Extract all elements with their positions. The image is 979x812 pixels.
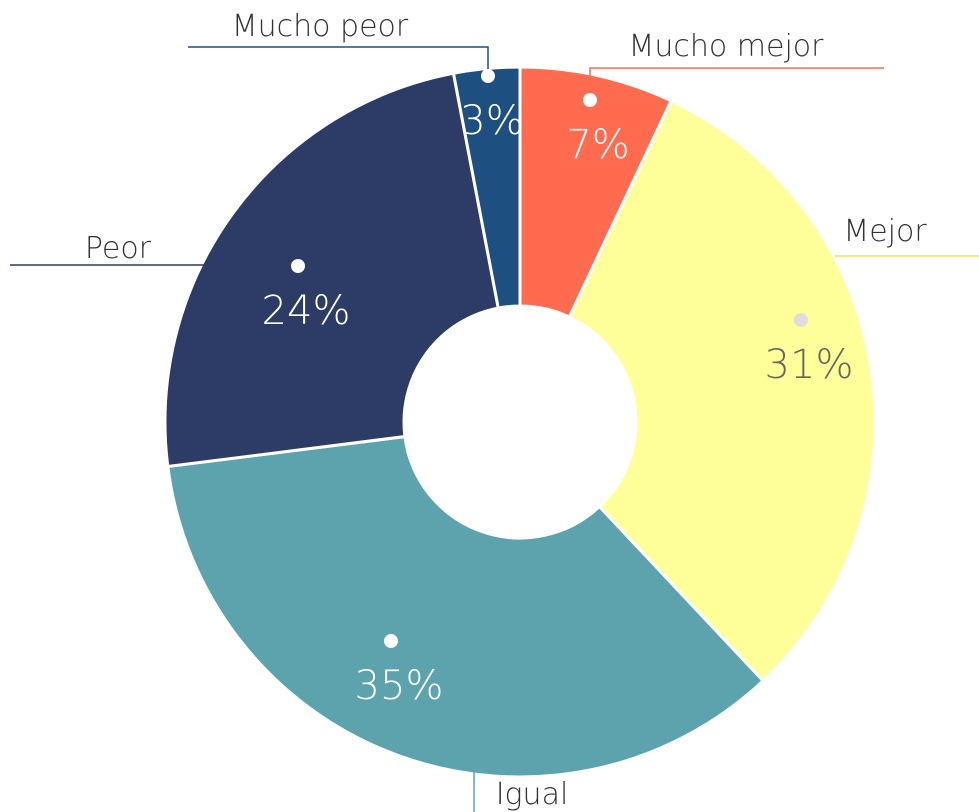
donut-segment <box>166 434 766 779</box>
label-dot <box>384 634 398 648</box>
label-dot <box>481 69 495 83</box>
category-label: Mucho peor <box>232 9 409 44</box>
label-dot <box>291 259 305 273</box>
category-label: Igual <box>496 777 569 812</box>
leader-line <box>188 46 489 70</box>
value-label: 7% <box>566 122 629 168</box>
value-label: 24% <box>262 288 351 334</box>
category-label: Peor <box>85 231 152 266</box>
value-label: 35% <box>355 663 444 709</box>
donut-segment <box>451 65 522 310</box>
label-dot <box>583 93 597 107</box>
donut-segment <box>567 98 877 683</box>
donut-segment <box>163 71 501 469</box>
category-label: Mejor <box>843 214 927 249</box>
value-label: 31% <box>765 342 854 388</box>
label-dot <box>794 313 808 327</box>
value-label: 3% <box>460 98 523 144</box>
category-label: Mucho mejor <box>629 29 825 64</box>
leader-line <box>589 67 884 100</box>
